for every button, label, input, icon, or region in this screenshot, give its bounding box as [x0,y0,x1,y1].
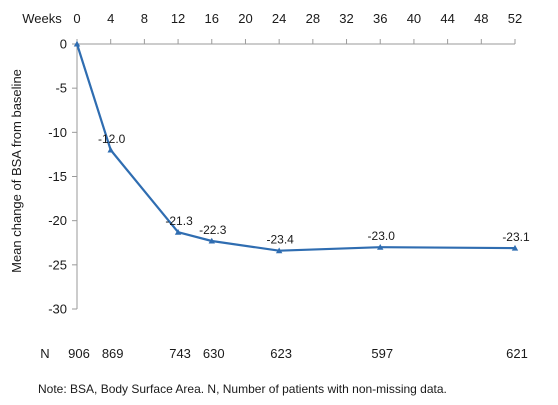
x-tick-label: 24 [272,11,286,26]
y-axis-label: Mean change of BSA from baseline [9,69,24,273]
chart-axes: 0 4 8 12 16 20 24 28 32 36 40 44 48 520-5-10-15-20-25… [48,11,522,317]
x-tick-label: 4 [107,11,114,26]
patient-count-value: 906 [68,346,90,361]
x-tick-label: 48 [474,11,488,26]
y-tick-label: -5 [55,81,67,96]
data-point-marker [275,247,283,254]
patient-count-value: 630 [203,346,225,361]
data-point-marker [208,237,215,244]
y-tick-label: -10 [48,125,67,140]
patient-count-value: 623 [270,346,292,361]
x-tick-label: 12 [171,11,185,26]
x-tick-label: 52 [508,11,522,26]
x-tick-label: 32 [339,11,353,26]
footnote: Note: BSA, Body Surface Area. N, Number … [38,382,447,396]
series-line [75,43,516,252]
data-point-marker [107,146,114,153]
y-tick-label: 0 [60,37,67,52]
y-tick-label: -20 [48,213,67,228]
data-label: -23.0 [368,229,396,243]
data-point-marker [174,228,182,235]
x-tick-label: 20 [238,11,252,26]
data-label: -21.3 [165,214,193,228]
patient-count-value: 621 [506,346,528,361]
data-label: -12.0 [98,132,126,146]
data-label: -23.1 [502,230,530,244]
n-row-label: N [40,346,49,361]
x-tick-label: 28 [306,11,320,26]
patient-count-value: 743 [169,346,191,361]
data-point-marker [511,244,519,251]
y-tick-label: -15 [48,169,67,184]
x-tick-label: 36 [373,11,387,26]
data-point-marker [73,40,81,47]
data-labels-group: -12.0 -21.3 -22.3 -23.4 -23.0 -23.1 [98,132,530,247]
patient-count-value: 597 [371,346,393,361]
y-tick-label: -25 [48,257,67,272]
series-line-group [73,40,519,254]
data-label: -22.3 [199,223,227,237]
patient-count-row: 906 869 743 630 623 597 621 [68,346,528,361]
x-tick-label: 40 [407,11,421,26]
x-tick-label: 16 [205,11,219,26]
patient-count-value: 869 [102,346,124,361]
x-tick-label: 8 [141,11,148,26]
x-axis-label: Weeks [22,11,62,26]
x-tick-label: 44 [440,11,454,26]
x-tick-label: 0 [73,11,80,26]
data-label: -23.4 [266,233,294,247]
y-tick-label: -30 [48,302,67,317]
data-point-marker [377,243,384,250]
